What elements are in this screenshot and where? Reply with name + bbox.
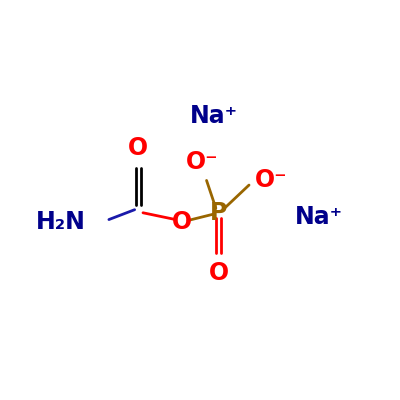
Text: Na⁺: Na⁺ bbox=[190, 104, 238, 128]
Text: O⁻: O⁻ bbox=[255, 168, 287, 192]
Text: P: P bbox=[210, 201, 228, 225]
Text: O: O bbox=[172, 210, 192, 234]
Text: Na⁺: Na⁺ bbox=[295, 206, 343, 230]
Text: O: O bbox=[128, 136, 148, 160]
Text: O: O bbox=[209, 260, 229, 284]
Text: H₂N: H₂N bbox=[36, 210, 86, 234]
Text: O⁻: O⁻ bbox=[186, 150, 218, 174]
